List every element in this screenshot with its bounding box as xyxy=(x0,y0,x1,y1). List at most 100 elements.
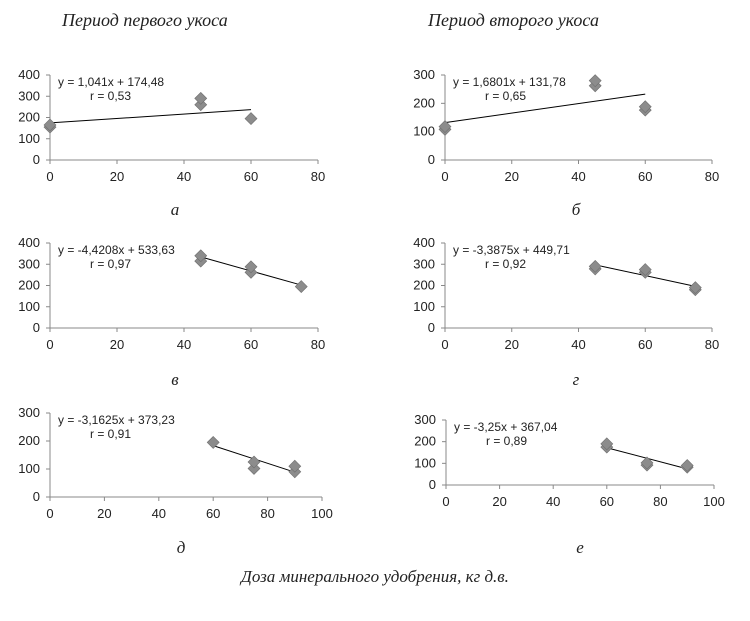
regression-equation: y = -3,1625x + 373,23 xyxy=(58,413,175,427)
x-axis-label: Доза минерального удобрения, кг д.в. xyxy=(241,567,509,586)
data-point xyxy=(638,100,652,114)
column-title-right: Период второго укоса xyxy=(428,10,599,30)
y-tick-label: 200 xyxy=(18,433,40,448)
panel-letter: б xyxy=(572,200,581,219)
panel-letter: г xyxy=(573,370,580,389)
x-tick-label: 60 xyxy=(600,494,614,509)
trend-line xyxy=(49,109,252,124)
regression-equation: y = -4,4208x + 533,63 xyxy=(58,243,175,257)
correlation-coefficient: r = 0,91 xyxy=(90,427,131,441)
data-point xyxy=(206,435,220,449)
y-tick-label: 200 xyxy=(18,278,40,293)
x-tick-label: 40 xyxy=(546,494,560,509)
y-tick-label: 400 xyxy=(413,235,435,250)
panel-letter: е xyxy=(576,538,584,557)
y-tick-label: 0 xyxy=(33,489,40,504)
data-point xyxy=(588,259,602,273)
chart-panel-4: 0 100 200 300 400 0 20 40 60 80 y = -3,3875x + 449… xyxy=(413,235,719,389)
y-tick-label: 100 xyxy=(413,299,435,314)
y-tick-label: 0 xyxy=(428,152,435,167)
data-point xyxy=(288,459,302,473)
data-point xyxy=(600,437,614,451)
y-tick-label: 300 xyxy=(413,67,435,82)
y-tick-label: 400 xyxy=(18,67,40,82)
x-tick-label: 20 xyxy=(110,169,124,184)
y-tick-label: 300 xyxy=(414,412,436,427)
data-point xyxy=(247,462,261,475)
y-tick-label: 200 xyxy=(413,278,435,293)
x-tick-label: 20 xyxy=(505,169,519,184)
regression-equation: y = -3,25x + 367,04 xyxy=(454,420,558,434)
data-point xyxy=(438,120,452,133)
correlation-coefficient: r = 0,97 xyxy=(90,257,131,271)
x-tick-label: 60 xyxy=(244,169,258,184)
x-tick-label: 100 xyxy=(311,506,333,521)
x-tick-label: 20 xyxy=(97,506,111,521)
x-tick-label: 0 xyxy=(46,506,53,521)
x-tick-label: 0 xyxy=(46,337,53,352)
trend-line xyxy=(444,93,646,124)
data-point xyxy=(680,459,694,472)
regression-equation: y = 1,041x + 174,48 xyxy=(58,75,164,89)
panel-letter: а xyxy=(171,200,180,219)
y-tick-label: 100 xyxy=(414,455,436,470)
y-tick-label: 200 xyxy=(18,110,40,125)
correlation-coefficient: r = 0,89 xyxy=(486,434,527,448)
data-point xyxy=(688,281,702,295)
x-tick-label: 80 xyxy=(260,506,274,521)
y-tick-label: 0 xyxy=(429,477,436,492)
y-tick-label: 100 xyxy=(18,131,40,146)
x-tick-label: 20 xyxy=(492,494,506,509)
x-tick-label: 20 xyxy=(110,337,124,352)
y-tick-label: 300 xyxy=(18,88,40,103)
y-tick-label: 200 xyxy=(414,434,436,449)
x-tick-label: 80 xyxy=(311,337,325,352)
y-tick-label: 300 xyxy=(18,256,40,271)
x-tick-label: 40 xyxy=(152,506,166,521)
y-tick-label: 100 xyxy=(413,124,435,139)
data-point xyxy=(588,74,602,88)
y-tick-label: 0 xyxy=(33,152,40,167)
x-tick-label: 20 xyxy=(505,337,519,352)
x-tick-label: 0 xyxy=(441,337,448,352)
x-tick-label: 80 xyxy=(705,337,719,352)
y-tick-label: 0 xyxy=(428,320,435,335)
regression-equation: y = 1,6801x + 131,78 xyxy=(453,75,566,89)
panel-letter: в xyxy=(171,370,179,389)
x-tick-label: 40 xyxy=(177,337,191,352)
data-point xyxy=(244,260,258,274)
y-tick-label: 200 xyxy=(413,95,435,110)
x-tick-label: 40 xyxy=(571,337,585,352)
x-tick-label: 80 xyxy=(705,169,719,184)
regression-equation: y = -3,3875x + 449,71 xyxy=(453,243,570,257)
panel-letter: д xyxy=(177,538,186,557)
x-tick-label: 60 xyxy=(638,337,652,352)
data-point xyxy=(247,455,261,469)
chart-panel-6: 0 100 200 300 0 20 40 60 80 100 y = -3,25x + 367,0… xyxy=(414,412,725,557)
x-tick-label: 60 xyxy=(244,337,258,352)
y-tick-label: 300 xyxy=(413,256,435,271)
x-tick-label: 0 xyxy=(46,169,53,184)
data-point xyxy=(638,263,652,276)
y-tick-label: 100 xyxy=(18,461,40,476)
data-point xyxy=(244,112,258,125)
column-title-left: Период первого укоса xyxy=(62,10,228,30)
x-tick-label: 60 xyxy=(206,506,220,521)
y-tick-label: 0 xyxy=(33,320,40,335)
data-point xyxy=(194,91,208,105)
x-tick-label: 0 xyxy=(442,494,449,509)
correlation-coefficient: r = 0,65 xyxy=(485,89,526,103)
correlation-coefficient: r = 0,53 xyxy=(90,89,131,103)
data-point xyxy=(640,456,654,470)
correlation-coefficient: r = 0,92 xyxy=(485,257,526,271)
x-tick-label: 60 xyxy=(638,169,652,184)
x-tick-label: 100 xyxy=(703,494,725,509)
y-tick-label: 400 xyxy=(18,235,40,250)
x-tick-label: 40 xyxy=(571,169,585,184)
x-tick-label: 0 xyxy=(441,169,448,184)
x-tick-label: 40 xyxy=(177,169,191,184)
chart-panel-1: 0 100 200 300 400 0 20 40 60 80 y = 1,041x + 174,4… xyxy=(18,67,325,219)
x-tick-label: 80 xyxy=(311,169,325,184)
y-tick-label: 300 xyxy=(18,405,40,420)
